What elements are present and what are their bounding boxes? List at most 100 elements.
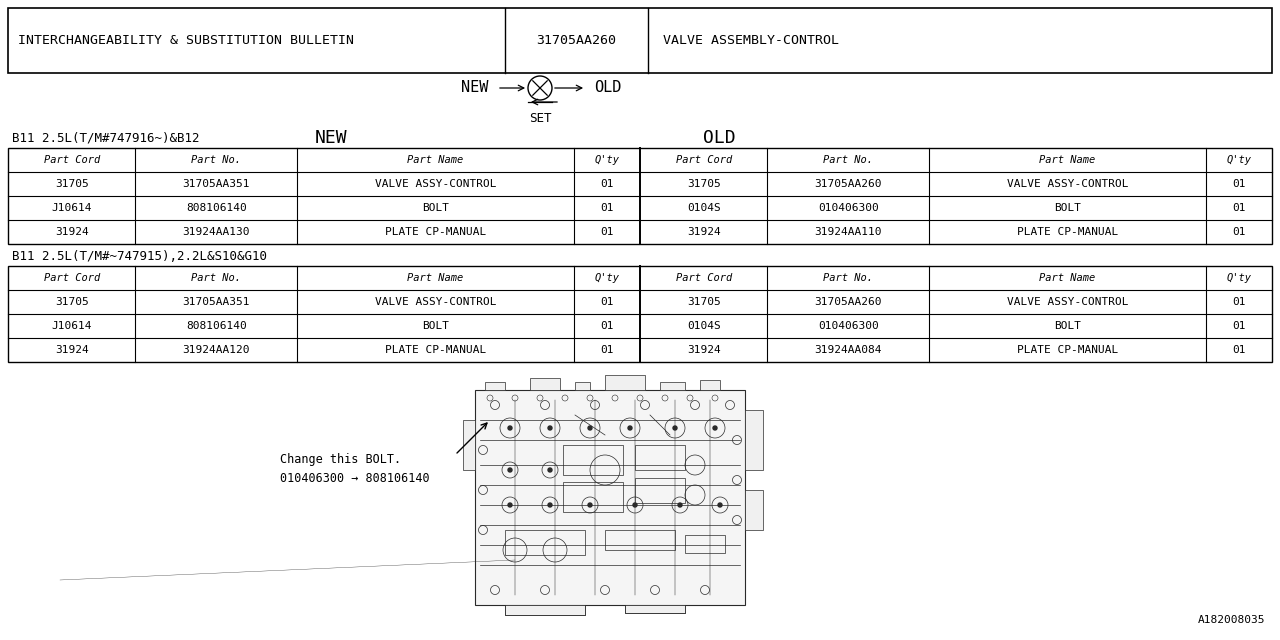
Bar	[660, 382, 685, 390]
Text: J10614: J10614	[51, 321, 92, 331]
Text: 010406300: 010406300	[818, 321, 878, 331]
Text: 31924AA110: 31924AA110	[814, 227, 882, 237]
Text: BOLT: BOLT	[422, 321, 449, 331]
Text: 31705: 31705	[687, 297, 721, 307]
Text: 31705AA260: 31705AA260	[536, 34, 617, 47]
Bar	[463, 420, 475, 470]
Text: BOLT: BOLT	[422, 203, 449, 213]
Circle shape	[548, 468, 552, 472]
Text: Part No.: Part No.	[191, 155, 241, 165]
Circle shape	[634, 503, 637, 507]
Text: 01: 01	[600, 203, 614, 213]
Text: 808106140: 808106140	[186, 203, 247, 213]
Text: 0104S: 0104S	[687, 321, 721, 331]
Text: Part No.: Part No.	[823, 155, 873, 165]
Text: OLD: OLD	[594, 81, 622, 95]
Text: PLATE CP-MANUAL: PLATE CP-MANUAL	[1016, 227, 1119, 237]
Text: 01: 01	[1233, 227, 1245, 237]
Text: 31924: 31924	[687, 345, 721, 355]
Circle shape	[588, 426, 591, 430]
Text: 31705: 31705	[687, 179, 721, 189]
Circle shape	[508, 503, 512, 507]
Bar	[605, 530, 675, 550]
Text: B11 2.5L(T/M#747916~)&B12: B11 2.5L(T/M#747916~)&B12	[12, 131, 200, 145]
Bar	[605, 375, 645, 390]
Text: Part Name: Part Name	[1039, 155, 1096, 165]
Text: SET: SET	[529, 112, 552, 125]
Text: 808106140: 808106140	[186, 321, 247, 331]
Text: NEW: NEW	[315, 129, 348, 147]
Text: 31924AA120: 31924AA120	[183, 345, 250, 355]
Text: 01: 01	[600, 345, 614, 355]
Text: 01: 01	[600, 297, 614, 307]
Text: 010406300: 010406300	[818, 203, 878, 213]
Bar	[635, 445, 685, 470]
Text: 01: 01	[600, 227, 614, 237]
Text: Part Name: Part Name	[407, 155, 463, 165]
Text: 31924: 31924	[687, 227, 721, 237]
Text: Q'ty: Q'ty	[1226, 155, 1252, 165]
Text: Part No.: Part No.	[191, 273, 241, 283]
Text: 01: 01	[1233, 203, 1245, 213]
Text: Part Cord: Part Cord	[676, 155, 732, 165]
Text: 0104S: 0104S	[687, 203, 721, 213]
Text: A182008035: A182008035	[1198, 615, 1265, 625]
Bar	[8, 8, 1272, 73]
Text: 31705: 31705	[55, 179, 88, 189]
Text: 01: 01	[1233, 321, 1245, 331]
Bar	[8, 266, 1272, 362]
Text: Part Name: Part Name	[407, 273, 463, 283]
Text: 31705AA260: 31705AA260	[814, 179, 882, 189]
Circle shape	[718, 503, 722, 507]
Bar	[685, 535, 724, 553]
Text: PLATE CP-MANUAL: PLATE CP-MANUAL	[385, 345, 486, 355]
Bar	[506, 605, 585, 615]
Text: 31705AA351: 31705AA351	[183, 179, 250, 189]
Bar	[506, 530, 585, 555]
Text: INTERCHANGEABILITY & SUBSTITUTION BULLETIN: INTERCHANGEABILITY & SUBSTITUTION BULLET…	[18, 34, 355, 47]
Text: VALVE ASSY-CONTROL: VALVE ASSY-CONTROL	[1007, 179, 1129, 189]
Text: B11 2.5L(T/M#~747915),2.2L&S10&G10: B11 2.5L(T/M#~747915),2.2L&S10&G10	[12, 250, 268, 262]
Text: Part Cord: Part Cord	[676, 273, 732, 283]
Text: J10614: J10614	[51, 203, 92, 213]
Bar	[563, 445, 623, 475]
Text: VALVE ASSY-CONTROL: VALVE ASSY-CONTROL	[375, 179, 497, 189]
Text: Part Cord: Part Cord	[44, 155, 100, 165]
Circle shape	[628, 426, 632, 430]
Bar	[530, 378, 561, 390]
Circle shape	[548, 426, 552, 430]
Text: OLD: OLD	[703, 129, 736, 147]
Text: PLATE CP-MANUAL: PLATE CP-MANUAL	[385, 227, 486, 237]
Bar	[475, 390, 745, 605]
Text: VALVE ASSY-CONTROL: VALVE ASSY-CONTROL	[1007, 297, 1129, 307]
Bar	[635, 478, 685, 503]
Text: 01: 01	[600, 321, 614, 331]
Text: 31924: 31924	[55, 227, 88, 237]
Bar	[625, 605, 685, 613]
Text: PLATE CP-MANUAL: PLATE CP-MANUAL	[1016, 345, 1119, 355]
Bar	[745, 490, 763, 530]
Text: 31924: 31924	[55, 345, 88, 355]
Text: VALVE ASSEMBLY-CONTROL: VALVE ASSEMBLY-CONTROL	[663, 34, 838, 47]
Text: 31924AA130: 31924AA130	[183, 227, 250, 237]
Text: Q'ty: Q'ty	[1226, 273, 1252, 283]
Circle shape	[508, 426, 512, 430]
Text: 01: 01	[600, 179, 614, 189]
Text: 31705AA351: 31705AA351	[183, 297, 250, 307]
Text: 01: 01	[1233, 345, 1245, 355]
Text: Part Name: Part Name	[1039, 273, 1096, 283]
Text: BOLT: BOLT	[1053, 203, 1082, 213]
Text: 01: 01	[1233, 179, 1245, 189]
Bar	[485, 382, 506, 390]
Bar	[700, 380, 719, 390]
Circle shape	[678, 503, 682, 507]
Text: Part No.: Part No.	[823, 273, 873, 283]
Circle shape	[673, 426, 677, 430]
Text: 01: 01	[1233, 297, 1245, 307]
Text: Q'ty: Q'ty	[594, 155, 620, 165]
Circle shape	[508, 468, 512, 472]
Text: 010406300 → 808106140: 010406300 → 808106140	[280, 472, 430, 484]
Text: Q'ty: Q'ty	[594, 273, 620, 283]
Text: Part Cord: Part Cord	[44, 273, 100, 283]
Text: VALVE ASSY-CONTROL: VALVE ASSY-CONTROL	[375, 297, 497, 307]
